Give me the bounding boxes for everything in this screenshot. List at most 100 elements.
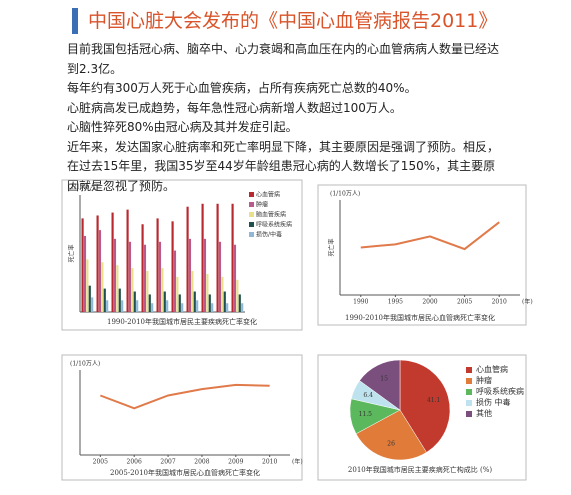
chart-title: 2010年我国城市居民主要疾病死亡构成比 (%) — [348, 465, 492, 474]
bar — [211, 303, 214, 312]
x-tick-label: 2008 — [194, 459, 209, 466]
slice-label: 26 — [387, 440, 395, 447]
bar — [146, 271, 149, 312]
pie-slice — [359, 359, 401, 411]
bar — [231, 203, 234, 312]
bar — [91, 297, 94, 312]
bar — [238, 294, 241, 312]
legend-label: 肿瘤 — [476, 375, 492, 385]
line — [360, 221, 500, 251]
bar — [226, 303, 229, 312]
slice-label: 11.5 — [359, 411, 373, 418]
x-tick-label: 2010 — [492, 299, 507, 306]
pie-slice — [399, 359, 451, 453]
x-tick-label: 2009 — [228, 459, 243, 466]
x-tick-label: 1995 — [388, 299, 403, 306]
legend-swatch — [249, 202, 254, 207]
x-tick-label: 2007 — [160, 459, 175, 466]
paragraph: 每年约有300万人死于心血管疾病，占所有疾病死亡总数的40%。 — [67, 81, 417, 95]
bar — [171, 221, 174, 312]
bar — [126, 209, 129, 312]
slice-label: 6.4 — [363, 392, 373, 399]
x-tick-label: 2006 — [127, 459, 142, 466]
legend-swatch — [466, 400, 472, 406]
bar — [196, 300, 199, 312]
bar — [106, 300, 109, 312]
legend-label: 脑血管疾病 — [256, 211, 286, 219]
bar — [136, 300, 139, 312]
legend-swatch — [466, 389, 472, 395]
bar — [151, 303, 154, 312]
bar — [83, 235, 87, 312]
bar — [186, 206, 189, 312]
bar — [203, 238, 207, 312]
chart-frame — [317, 354, 527, 481]
legend-swatch — [249, 192, 254, 197]
bar — [236, 279, 239, 312]
pie-slice — [355, 409, 427, 461]
bar — [141, 224, 144, 312]
y-axis-label: 死亡率 — [328, 238, 336, 256]
bar — [176, 276, 179, 312]
chart-title: 1990-2010年我国城市居民主要疾病死亡率变化 — [107, 317, 257, 326]
bar — [88, 285, 91, 312]
chart-title: 1990-2010年我国城市居民心血管病死亡率变化 — [345, 313, 495, 322]
bar — [143, 244, 147, 312]
bar — [208, 294, 211, 312]
chart-frame — [317, 184, 527, 326]
bar — [178, 294, 181, 312]
legend-swatch — [466, 367, 472, 373]
bar — [221, 276, 224, 312]
bar — [113, 238, 117, 312]
bar — [158, 241, 162, 312]
legend-label: 损伤/中毒 — [256, 231, 282, 239]
legend-swatch — [249, 232, 254, 237]
paragraph: 近年来，发达国家心脏病率和死亡率明显下降，其主要原因是强调了预防。相反，在过去1… — [67, 139, 500, 193]
bar — [241, 303, 244, 312]
bar — [166, 300, 169, 312]
bar — [156, 218, 159, 312]
x-unit: (年) — [292, 458, 303, 466]
bar — [173, 250, 177, 312]
paragraph: 心脏病高发已成趋势，每年急性冠心病新增人数超过100万人。 — [67, 100, 402, 115]
legend-swatch — [249, 222, 254, 227]
unit-label: (1/10万人) — [68, 184, 98, 191]
bar — [121, 300, 124, 312]
slice-label: 41.1 — [427, 397, 440, 404]
bar — [96, 215, 99, 312]
legend-swatch — [466, 378, 472, 384]
bar — [201, 203, 204, 312]
chart-frame — [61, 354, 303, 481]
bar — [128, 241, 132, 312]
bar — [193, 291, 196, 312]
bar — [111, 212, 114, 312]
x-tick-label: 2010 — [262, 459, 277, 466]
bar — [218, 241, 222, 312]
bar — [98, 230, 102, 312]
bar — [161, 268, 164, 312]
y-axis-label: 死亡率 — [68, 244, 76, 262]
bar — [216, 203, 219, 312]
bar — [233, 244, 237, 312]
x-tick-label: 2005 — [93, 459, 108, 466]
page-title: 中国心脏大会发布的《中国心血管病报告2011》 — [72, 8, 497, 34]
bar — [116, 265, 119, 312]
bar — [181, 303, 184, 312]
legend-label: 呼吸系统疾病 — [256, 221, 292, 229]
legend-swatch — [249, 212, 254, 217]
x-tick-label: 2005 — [457, 299, 472, 306]
slice-label: 15 — [380, 375, 388, 382]
unit-label: (1/10万人) — [70, 361, 100, 368]
bar — [133, 291, 136, 312]
bar — [148, 294, 151, 312]
legend-label: 损伤 中毒 — [476, 397, 511, 407]
bar — [101, 262, 104, 312]
x-tick-label: 2000 — [422, 299, 437, 306]
unit-label: (1/10万人) — [330, 191, 360, 198]
legend-label: 心血管病 — [256, 191, 280, 199]
legend-swatch — [466, 411, 472, 417]
bar — [188, 238, 192, 312]
line — [99, 383, 270, 410]
bar — [118, 288, 121, 312]
